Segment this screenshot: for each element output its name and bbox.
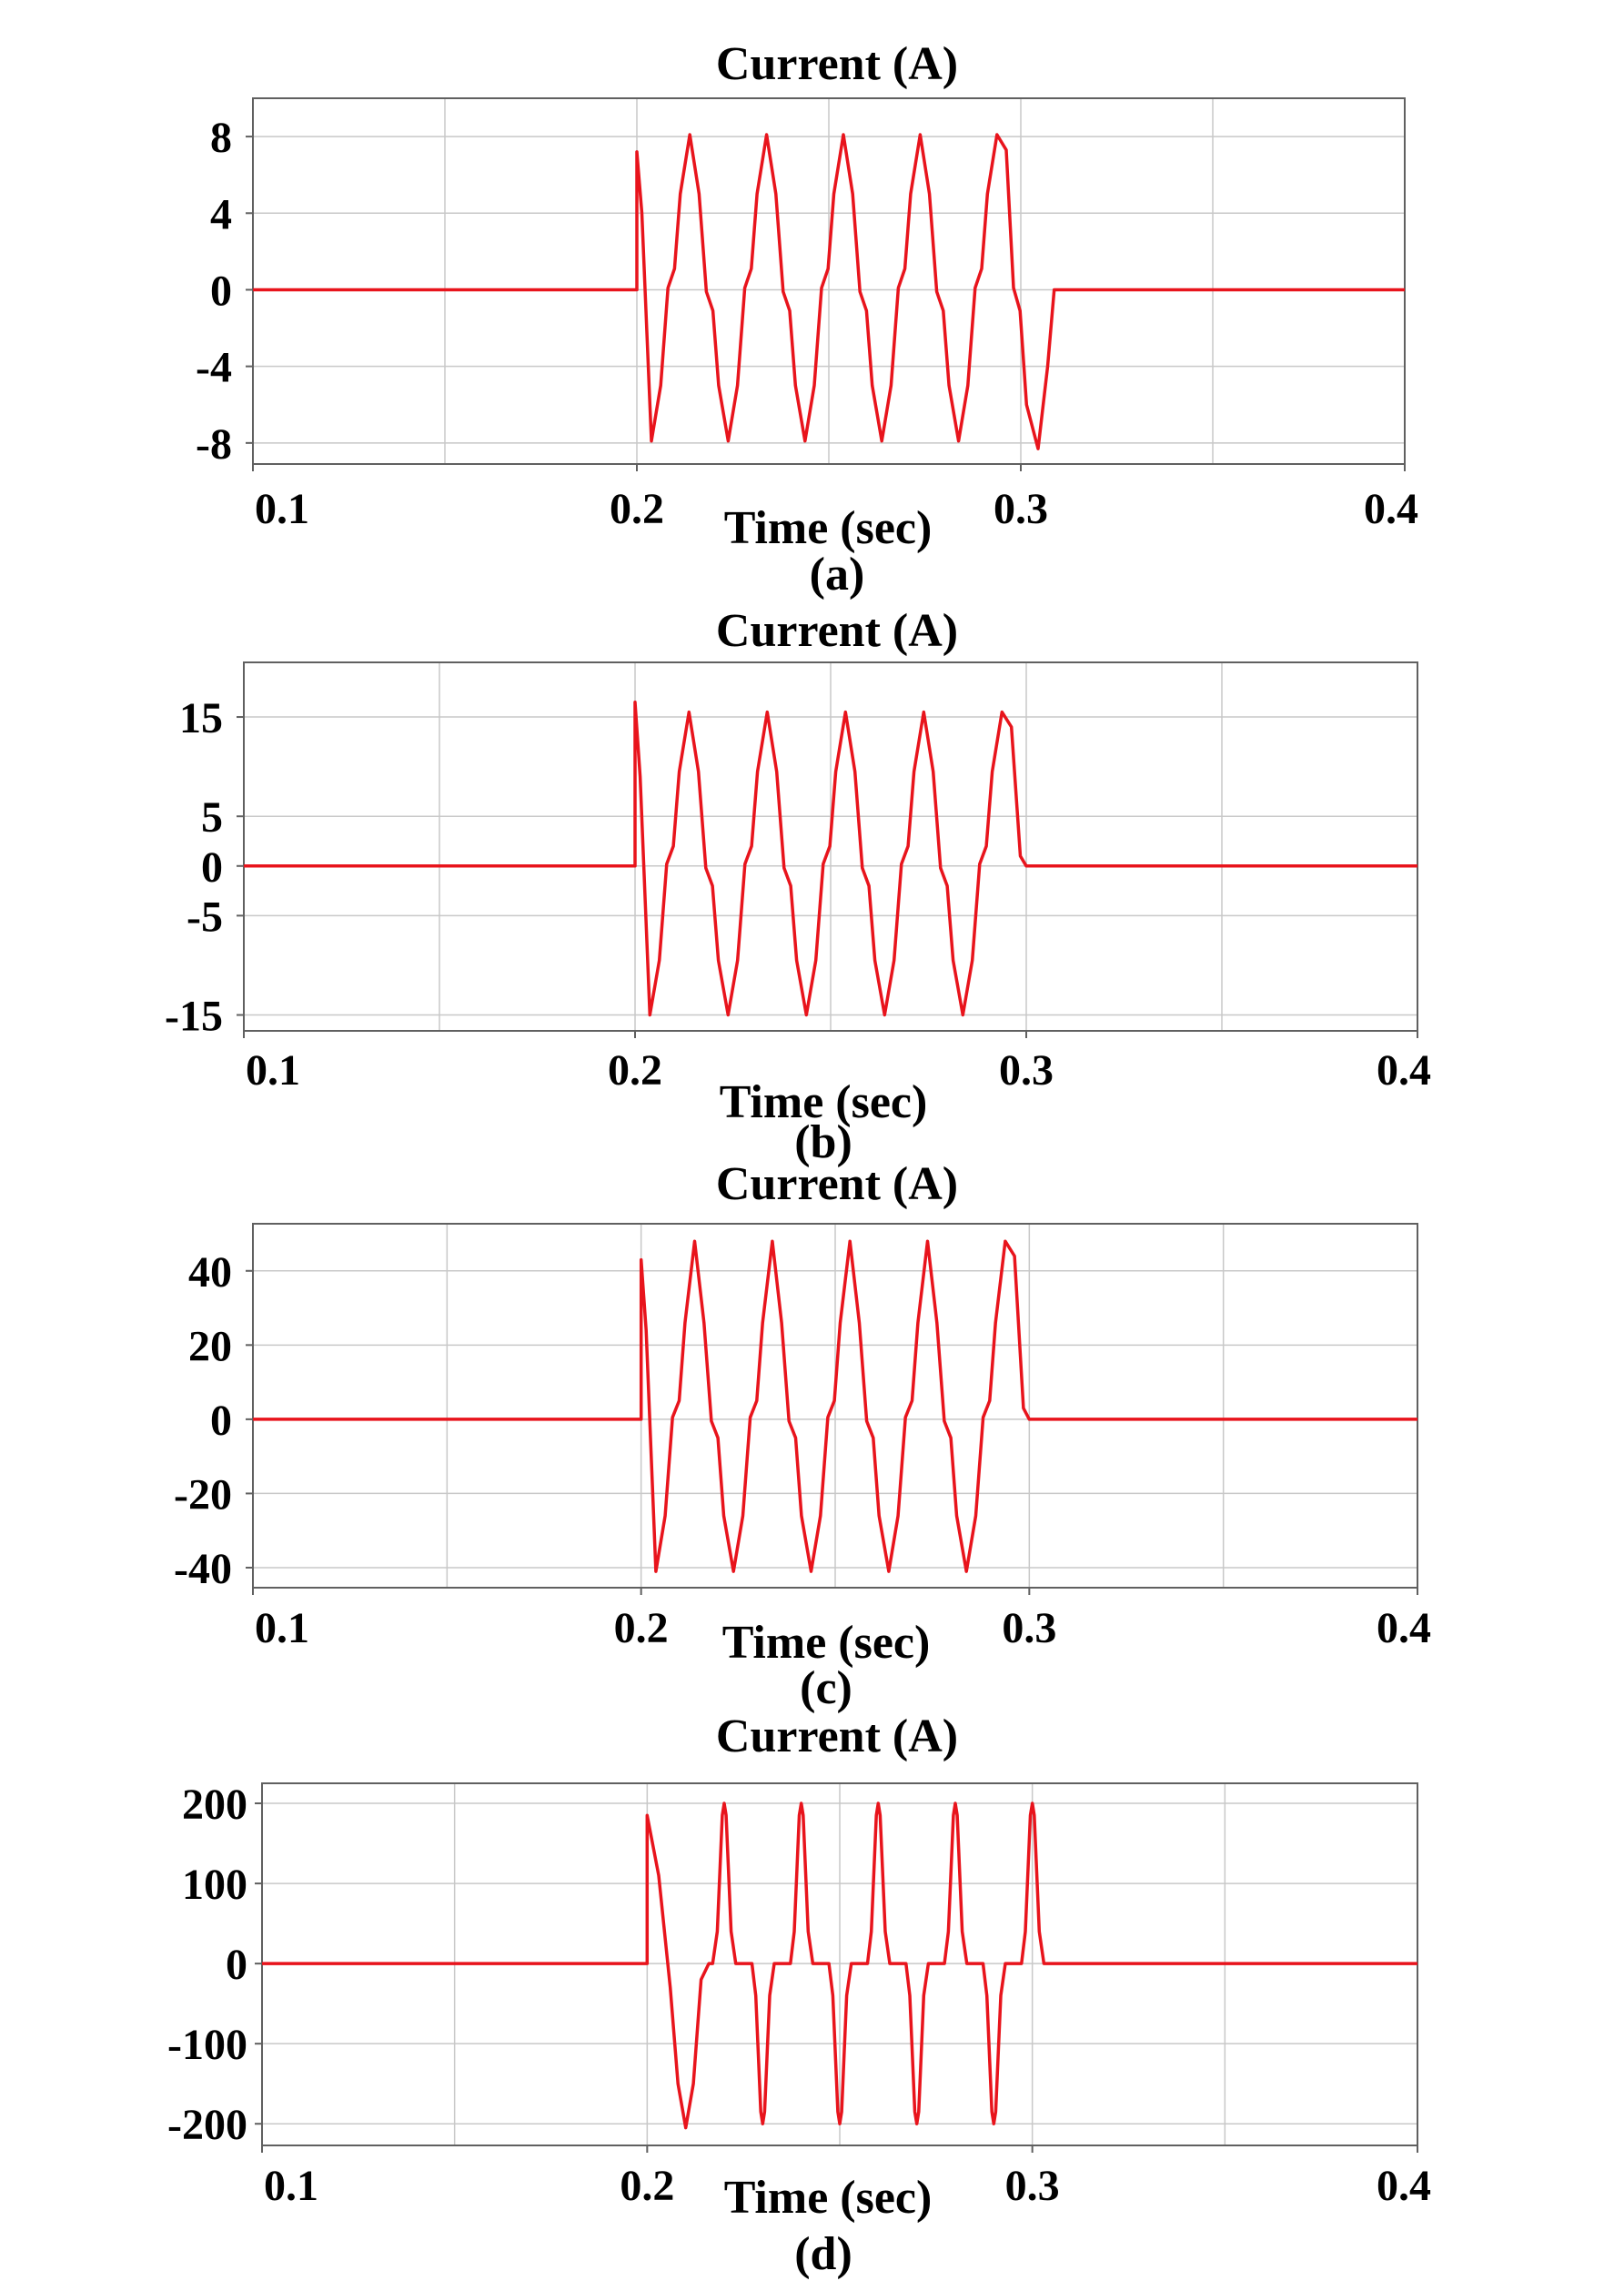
y-axis-ticks: 40 20 0 -20 -40 xyxy=(174,1248,253,1593)
x-tick-label: 0.2 xyxy=(614,1604,669,1652)
x-axis-label: Time (sec) xyxy=(722,1617,931,1669)
y-tick-label: -100 xyxy=(167,2021,247,2069)
chart-title: Current (A) xyxy=(716,605,958,657)
panel-caption: (a) xyxy=(810,549,865,601)
x-tick-label: 0.4 xyxy=(1377,2162,1431,2210)
y-tick-label: 8 xyxy=(210,114,232,162)
chart-title: Current (A) xyxy=(716,1711,958,1762)
panel-a: Current (A) 0.1 0.2 0.3 0.4 8 4 0 -4 -8 Time (s… xyxy=(196,38,1418,601)
x-tick-label: 0.1 xyxy=(255,485,309,533)
x-axis-label: Time (sec) xyxy=(724,2172,933,2224)
y-axis-ticks: 15 50-5 -15 xyxy=(165,694,244,1041)
current-trace xyxy=(262,1802,1417,2130)
x-tick-label: 0.1 xyxy=(255,1604,309,1652)
current-trace xyxy=(253,133,1405,450)
x-tick-label: 0.3 xyxy=(994,485,1048,533)
y-tick-label: 5 xyxy=(201,793,223,842)
y-axis-ticks: 200 100 0 -100 -200 xyxy=(167,1781,262,2149)
x-axis-label: Time (sec) xyxy=(720,1076,928,1128)
x-axis-ticks: 0.1 0.2 0.3 0.4 xyxy=(252,464,1418,533)
y-tick-label: 4 xyxy=(210,190,232,238)
y-tick-label: 0 xyxy=(226,1941,247,1989)
current-trace xyxy=(244,700,1417,1017)
panel-d: Current (A) 0.1 0.2 0.3 0.4 200 100 0 -100 -200… xyxy=(167,1711,1431,2280)
panel-caption: (d) xyxy=(794,2228,852,2280)
y-tick-label: 0 xyxy=(210,1397,232,1445)
plot-frame xyxy=(252,1223,1418,1589)
y-tick-label: -200 xyxy=(167,2101,247,2149)
panel-b: Current (A) 0.1 0.2 0.3 0.4 15 50-5 -15 Time … xyxy=(165,605,1431,1168)
x-tick-label: 0.4 xyxy=(1364,485,1418,533)
y-tick-label: -5 xyxy=(187,893,223,941)
y-axis-ticks: 8 4 0 -4 -8 xyxy=(196,114,253,469)
y-tick-label: -20 xyxy=(174,1470,232,1519)
x-tick-label: 0.2 xyxy=(620,2162,674,2210)
y-tick-label: 200 xyxy=(182,1781,247,1829)
y-tick-label: -40 xyxy=(174,1545,232,1593)
x-tick-label: 0.3 xyxy=(999,1046,1054,1095)
y-tick-label: 40 xyxy=(188,1248,232,1297)
x-tick-label: 0.3 xyxy=(1005,2162,1060,2210)
y-tick-label: 0 xyxy=(210,267,232,315)
panel-caption: (c) xyxy=(800,1662,852,1714)
chart-title: Current (A) xyxy=(716,38,958,90)
chart-title: Current (A) xyxy=(716,1158,958,1210)
y-tick-label: 100 xyxy=(182,1861,247,1909)
panel-caption: (b) xyxy=(794,1116,852,1168)
y-tick-label: -8 xyxy=(196,420,232,469)
plot-frame xyxy=(243,661,1418,1032)
x-axis-label: Time (sec) xyxy=(724,502,933,554)
x-axis-ticks: 0.1 0.2 0.3 0.4 xyxy=(261,2145,1431,2210)
plot-frame xyxy=(252,97,1406,465)
y-tick-label: -4 xyxy=(196,344,232,392)
x-tick-label: 0.2 xyxy=(608,1046,662,1095)
x-tick-label: 0.1 xyxy=(246,1046,300,1095)
y-tick-label: 20 xyxy=(188,1322,232,1370)
x-tick-label: 0.3 xyxy=(1002,1604,1056,1652)
y-tick-label: 0 xyxy=(201,843,223,892)
x-tick-label: 0.4 xyxy=(1377,1046,1431,1095)
y-tick-label: -15 xyxy=(165,993,223,1041)
panel-c: Current (A) 0.1 0.2 0.3 0.4 40 20 0 -20 -40 Tim… xyxy=(174,1158,1431,1714)
x-tick-label: 0.2 xyxy=(610,485,664,533)
x-tick-label: 0.4 xyxy=(1377,1604,1431,1652)
x-axis-ticks: 0.1 0.2 0.3 0.4 xyxy=(243,1031,1431,1095)
y-tick-label: 15 xyxy=(179,694,223,742)
current-trace xyxy=(253,1239,1417,1573)
x-tick-label: 0.1 xyxy=(264,2162,318,2210)
x-axis-ticks: 0.1 0.2 0.3 0.4 xyxy=(252,1588,1431,1652)
